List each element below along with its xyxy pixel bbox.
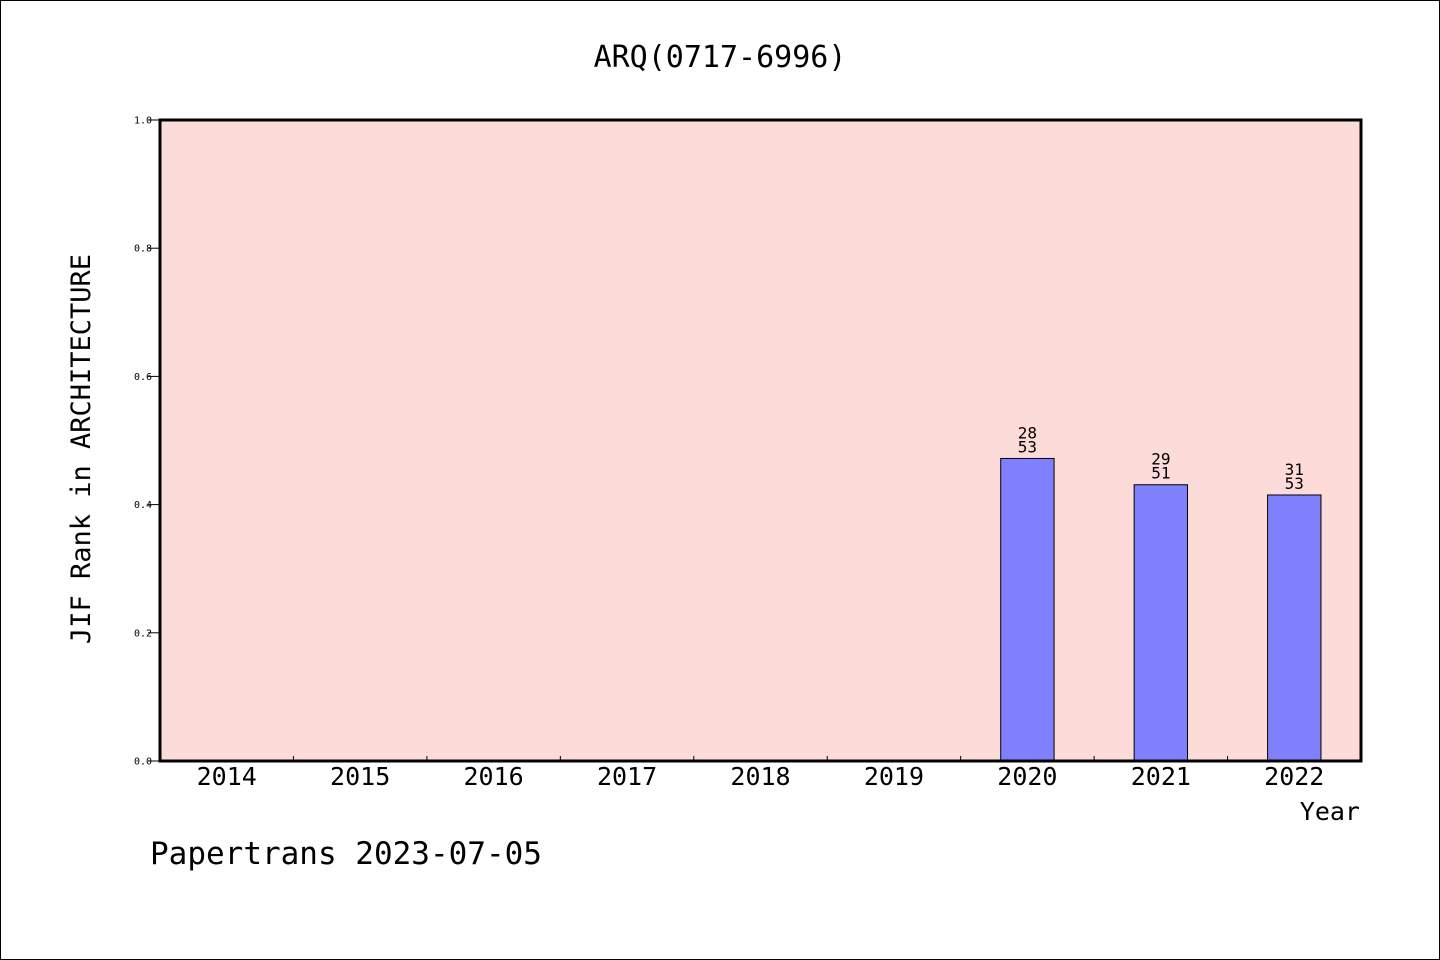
bar-2021 <box>1133 484 1189 762</box>
y-tick-label: 0.8 <box>134 244 152 255</box>
x-tick-label: 2020 <box>997 762 1057 791</box>
bar-label-total: 51 <box>1151 464 1170 483</box>
x-tick-label: 2014 <box>197 762 257 791</box>
bar-label-total: 53 <box>1018 437 1037 456</box>
x-tick-label: 2016 <box>464 762 524 791</box>
bar-label-total: 53 <box>1285 474 1304 493</box>
chart-title: ARQ(0717-6996) <box>594 40 847 75</box>
x-tick-label: 2015 <box>330 762 390 791</box>
x-tick-label: 2018 <box>730 762 790 791</box>
y-tick-label: 1.0 <box>134 116 152 127</box>
y-tick-label: 0.4 <box>134 500 152 511</box>
x-axis-label: Year <box>1300 797 1360 826</box>
x-tick-label: 2022 <box>1264 762 1324 791</box>
bar-2020 <box>1000 457 1055 762</box>
x-tick-label: 2017 <box>597 762 657 791</box>
y-tick-label: 0.0 <box>134 757 152 768</box>
ticks-group: 0.0 0.2 0.4 0.6 0.8 1.0 2014 2015 2016 2017 2018 20… <box>134 116 1324 792</box>
bar-label-rank: 31 <box>1285 460 1304 479</box>
x-tick-label: 2021 <box>1131 762 1191 791</box>
y-axis-label: JIF Rank in ARCHITECTURE <box>66 254 97 644</box>
plot-border <box>158 118 1363 763</box>
bar-label-rank: 29 <box>1151 450 1170 469</box>
bar-label-rank: 28 <box>1018 423 1037 442</box>
y-tick-label: 0.2 <box>134 628 152 639</box>
bar-2022 <box>1267 494 1322 762</box>
footer-credit: Papertrans 2023-07-05 <box>150 836 542 872</box>
y-tick-label: 0.6 <box>134 372 152 383</box>
x-tick-label: 2019 <box>864 762 924 791</box>
